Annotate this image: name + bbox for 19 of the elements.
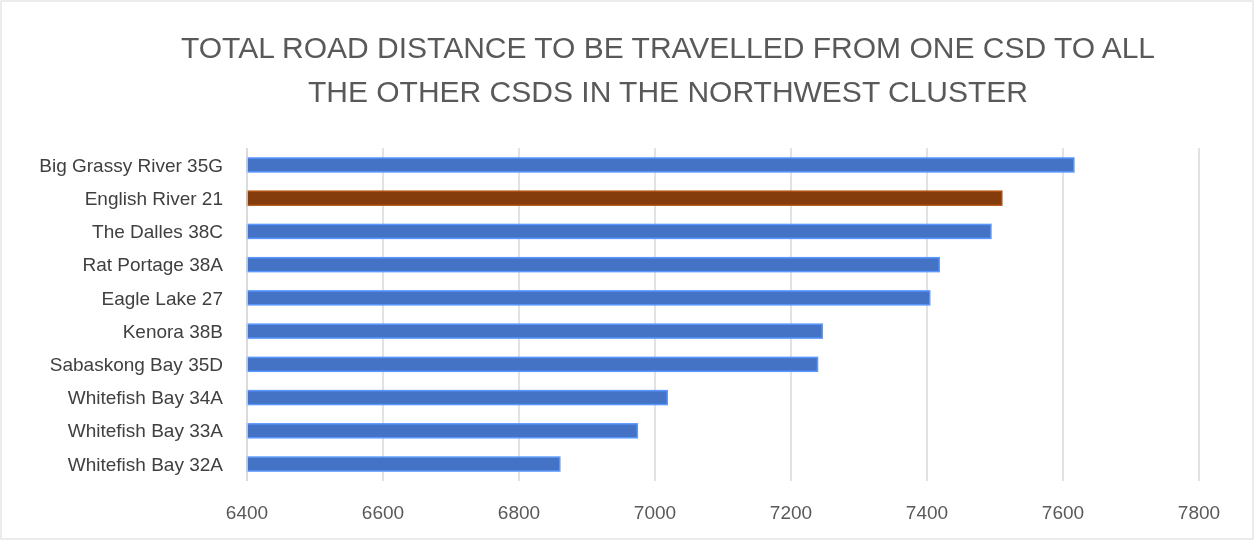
y-tick-label: Whitefish Bay 32A <box>67 453 224 475</box>
y-tick-label: Sabaskong Bay 35D <box>49 354 223 375</box>
x-tick-label: 6800 <box>497 502 541 523</box>
y-tick-label: Eagle Lake 27 <box>101 287 223 309</box>
y-tick-label: Rat Portage 38A <box>82 254 224 276</box>
x-tick-label: 7000 <box>633 502 677 523</box>
x-tick-label: 7400 <box>905 502 949 523</box>
x-tick-label: 7200 <box>769 502 813 523</box>
x-tick-label: 7800 <box>1177 502 1221 523</box>
y-tick-label: Big Grassy River 35G <box>39 154 223 176</box>
y-tick-label: The Dalles 38C <box>92 221 223 243</box>
y-tick-label: Kenora 38B <box>122 320 223 342</box>
y-tick-label: English River 21 <box>84 187 223 209</box>
y-tick-label: Whitefish Bay 33A <box>67 420 224 442</box>
x-tick-label: 6400 <box>225 502 269 523</box>
x-tick-label: 7600 <box>1041 502 1085 523</box>
chart-title: TOTAL ROAD DISTANCE TO BE TRAVELLED FROM ONE CSD TO ALL THE OTHER CSDS IN THE NORTHWEST CLUSTER <box>180 31 1156 108</box>
x-tick-label: 6600 <box>361 502 405 523</box>
y-tick-label: Whitefish Bay 34A <box>67 387 224 409</box>
